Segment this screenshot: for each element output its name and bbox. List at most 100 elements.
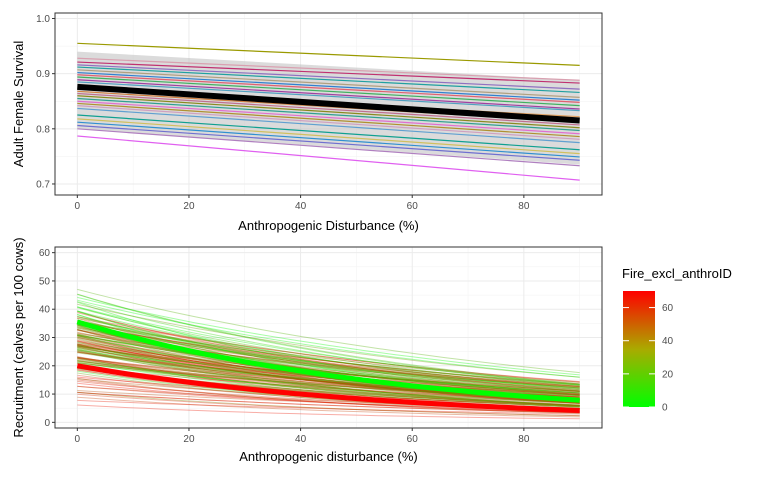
- recruitment-curve: [77, 329, 580, 404]
- recruitment-curve: [77, 310, 580, 389]
- recruitment-curve: [77, 382, 580, 413]
- x-tick-label: 0: [75, 434, 81, 445]
- legend-title: Fire_excl_anthroID: [622, 266, 732, 281]
- recruitment-curve: [77, 345, 580, 407]
- y-tick-label: 0.7: [36, 179, 50, 190]
- survival-line: [77, 81, 580, 112]
- recruitment-curve: [77, 340, 580, 404]
- bottom-panel: 0 20 40 60 80 0 10 20 30 40 50 60 Anthropogenic dist…: [11, 237, 603, 464]
- survival-line: [77, 61, 580, 84]
- recruitment-curve: [77, 331, 580, 395]
- recruitment-curve: [77, 351, 580, 396]
- x-tick-label: 20: [183, 201, 195, 212]
- recruitment-curve: [77, 319, 580, 392]
- survival-line: [77, 92, 580, 126]
- recruitment-curve: [77, 314, 580, 396]
- y-tick-label: 0: [44, 418, 50, 429]
- survival-line: [77, 128, 580, 167]
- recruitment-curve: [77, 317, 580, 399]
- legend-tick-label: 60: [662, 303, 674, 314]
- survival-line: [77, 135, 580, 181]
- recruitment-curve: [77, 321, 580, 385]
- y-tick-label: 0.9: [36, 69, 50, 80]
- survival-line: [77, 105, 580, 140]
- recruitment-curve: [77, 396, 580, 418]
- recruitment-curve: [77, 359, 580, 406]
- legend-tick-label: 40: [662, 336, 674, 347]
- survival-line: [77, 107, 580, 144]
- recruitment-curve: [77, 343, 580, 403]
- recruitment-curve: [77, 379, 580, 414]
- top-panel: 0 20 40 60 80 0.7 0.8 0.9 1.0 Anthropogenic Distu…: [11, 12, 603, 233]
- recruitment-curve: [77, 335, 580, 389]
- recruitment-curve: [77, 312, 580, 389]
- recruitment-curve: [77, 323, 580, 387]
- recruitment-curve: [77, 316, 580, 383]
- y-tick-label: 0.8: [36, 124, 50, 135]
- survival-line: [77, 76, 580, 107]
- highlighted-recruitment-curve: [76, 319, 580, 403]
- highlighted-recruitment-curve: [76, 363, 580, 413]
- recruitment-curve: [77, 343, 580, 407]
- x-tick-label: 80: [518, 201, 530, 212]
- survival-line: [77, 64, 580, 90]
- recruitment-curve: [77, 360, 580, 407]
- recruitment-curve: [77, 334, 580, 392]
- recruitment-curve: [77, 316, 580, 392]
- survival-lines: [77, 42, 580, 181]
- recruitment-curve: [77, 334, 580, 394]
- x-axis-title: Anthropogenic disturbance (%): [239, 449, 418, 464]
- survival-line: [77, 121, 580, 158]
- recruitment-curve: [77, 357, 580, 408]
- recruitment-curve: [77, 293, 580, 385]
- recruitment-curve: [77, 299, 580, 378]
- recruitment-curve: [77, 293, 580, 386]
- recruitment-curve: [77, 303, 580, 378]
- recruitment-curve: [77, 357, 580, 407]
- recruitment-curve: [77, 288, 580, 374]
- recruitment-curves: [76, 288, 580, 420]
- recruitment-curve: [77, 356, 580, 404]
- recruitment-curve: [77, 359, 580, 406]
- y-tick-label: 30: [39, 333, 51, 344]
- gridlines: [55, 247, 602, 428]
- survival-line: [77, 114, 580, 151]
- recruitment-curve: [77, 341, 580, 392]
- recruitment-curve: [77, 323, 580, 389]
- x-tick-label: 60: [407, 434, 419, 445]
- recruitment-curve: [77, 301, 580, 386]
- recruitment-curve: [77, 338, 580, 404]
- x-tick-label: 20: [183, 434, 195, 445]
- x-tick-label: 80: [518, 434, 530, 445]
- recruitment-curve: [77, 393, 580, 417]
- recruitment-curve: [77, 348, 580, 407]
- y-tick-label: 50: [39, 276, 51, 287]
- recruitment-curve: [77, 335, 580, 404]
- x-tick-label: 40: [295, 434, 307, 445]
- survival-line: [77, 100, 580, 135]
- recruitment-curve: [77, 326, 580, 387]
- survival-line: [77, 124, 580, 161]
- recruitment-curve: [77, 358, 580, 405]
- recruitment-curve: [77, 315, 580, 391]
- recruitment-curve: [77, 310, 580, 396]
- x-axis-title: Anthropogenic Disturbance (%): [238, 218, 419, 233]
- recruitment-curve: [77, 320, 580, 383]
- survival-line: [77, 79, 580, 110]
- survival-line: [77, 66, 580, 94]
- y-tick-label: 40: [39, 305, 51, 316]
- recruitment-curve: [77, 296, 580, 376]
- legend-tick-label: 0: [662, 403, 668, 414]
- recruitment-curve: [77, 340, 580, 404]
- recruitment-curve: [77, 322, 580, 392]
- recruitment-curve: [77, 324, 580, 403]
- recruitment-curve: [77, 362, 580, 404]
- recruitment-curve: [77, 307, 580, 387]
- survival-line: [77, 71, 580, 101]
- recruitment-curve: [77, 321, 580, 386]
- y-axis-title: Recruitment (calves per 100 cows): [11, 237, 26, 437]
- recruitment-curve: [77, 319, 580, 386]
- recruitment-curve: [77, 346, 580, 404]
- recruitment-curve: [77, 334, 580, 394]
